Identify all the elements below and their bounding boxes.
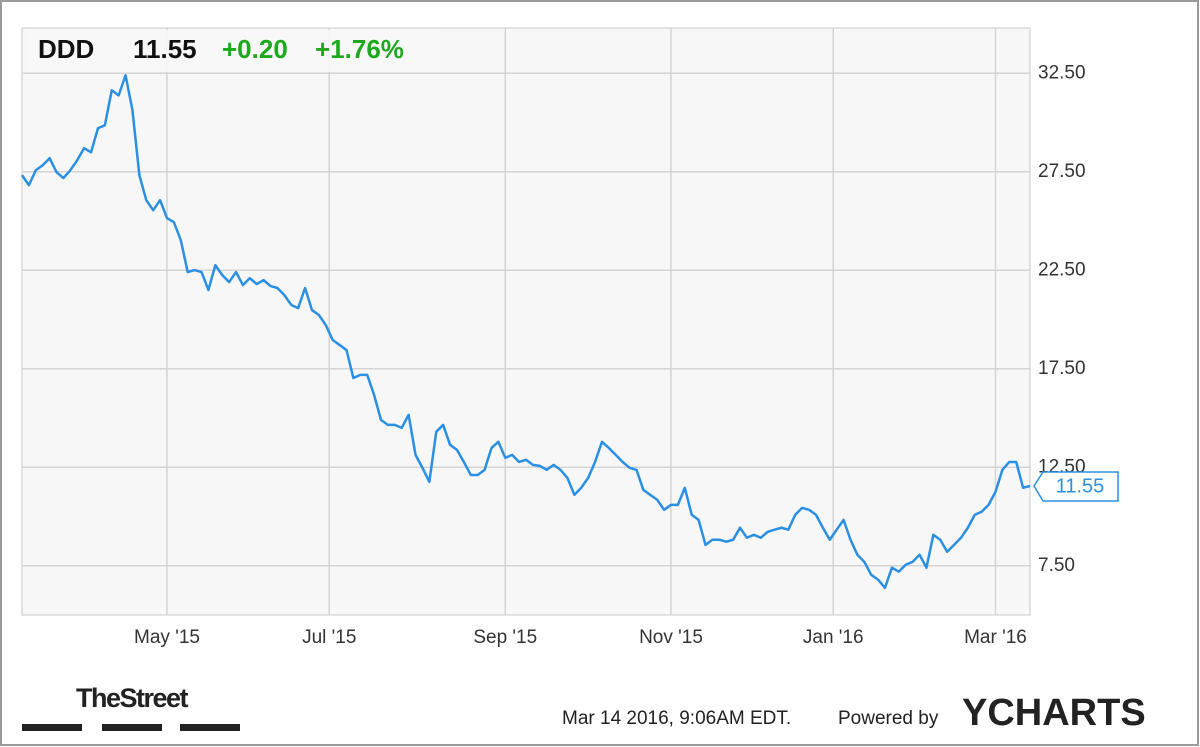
x-tick-label: May '15 [134, 627, 200, 648]
plot-area [21, 27, 1031, 616]
brand-right: YCHARTS [962, 692, 1146, 734]
y-tick-label: 27.50 [1038, 161, 1086, 182]
price-line [20, 74, 1031, 590]
y-tick-label: 22.50 [1038, 259, 1086, 280]
x-tick-label: Jul '15 [302, 627, 356, 648]
logo-bar [180, 724, 240, 731]
last-price-box [1033, 471, 1119, 502]
x-tick-label: Jan '16 [803, 627, 864, 648]
grid [22, 28, 1030, 615]
last-price-label: 11.55 [1056, 475, 1105, 497]
y-tick-label: 32.50 [1038, 62, 1086, 83]
change: +0.20 [222, 34, 288, 64]
timestamp: Mar 14 2016, 9:06AM EDT. [562, 708, 791, 729]
change-pct: +1.76% [315, 34, 404, 64]
x-tick-label: Sep '15 [473, 627, 537, 648]
logo-bar [22, 724, 82, 731]
logo-bar [102, 724, 162, 731]
ticker: DDD [38, 34, 94, 64]
x-tick-label: Nov '15 [639, 627, 703, 648]
x-tick-label: Mar '16 [964, 627, 1027, 648]
powered-by: Powered by [838, 708, 939, 729]
logo-left: TheStreet [22, 683, 240, 731]
price: 11.55 [133, 34, 197, 64]
lines [20, 74, 1031, 590]
y-tick-label: 7.50 [1038, 555, 1075, 576]
header-box [28, 30, 440, 72]
y-tick-label: 17.50 [1038, 358, 1086, 379]
brand-left: TheStreet [76, 683, 189, 713]
